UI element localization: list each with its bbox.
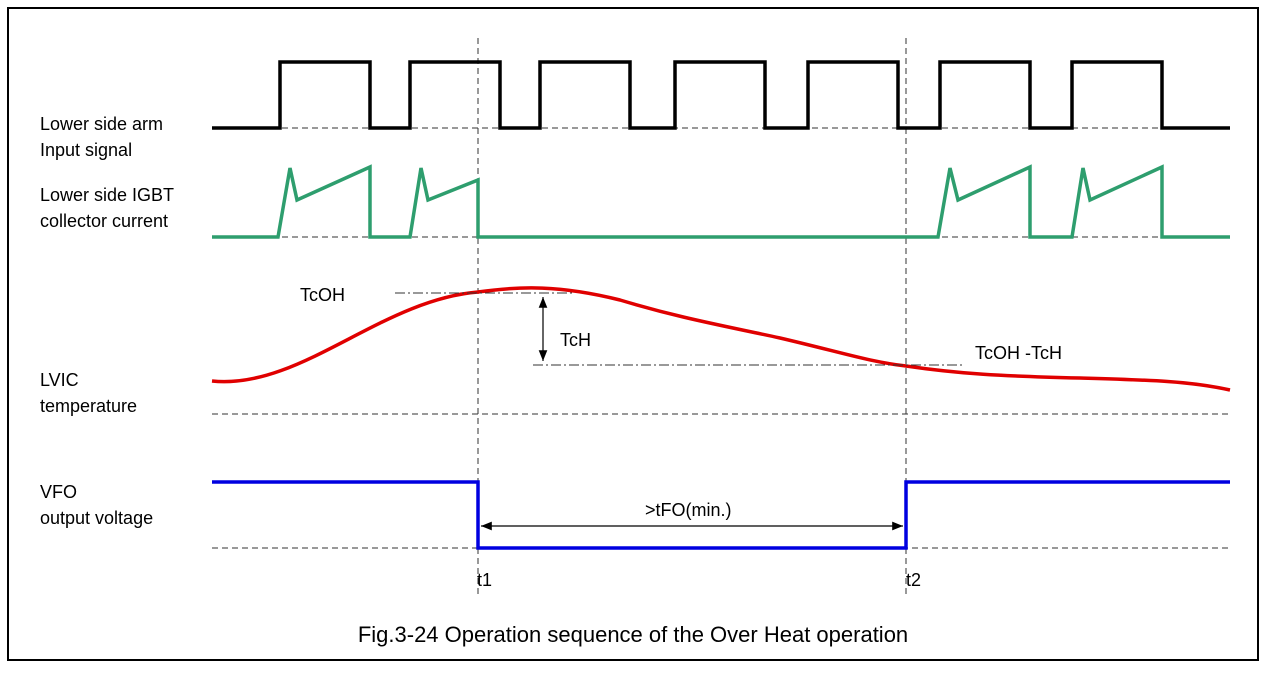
temperature-curve (211, 286, 1231, 392)
annotation: TcOH (300, 285, 345, 305)
vfo-signal (212, 480, 1230, 550)
signal-label: Input signal (40, 140, 132, 160)
input-signal (212, 60, 1230, 130)
annotation: TcOH -TcH (975, 343, 1062, 363)
annotation: TcH (560, 330, 591, 350)
annotation: t2 (906, 570, 921, 590)
caption: Fig.3-24 Operation sequence of the Over … (358, 622, 908, 647)
signal-label: Lower side IGBT (40, 185, 174, 205)
signal-label: Lower side arm (40, 114, 163, 134)
signal-label: LVIC (40, 370, 79, 390)
signal-label: temperature (40, 396, 137, 416)
collector-current (212, 164, 1230, 239)
signal-label: VFO (40, 482, 77, 502)
frame (7, 7, 1259, 661)
annotation: >tFO(min.) (645, 500, 732, 520)
annotation: t1 (477, 570, 492, 590)
signal-label: output voltage (40, 508, 153, 528)
signal-label: collector current (40, 211, 168, 231)
